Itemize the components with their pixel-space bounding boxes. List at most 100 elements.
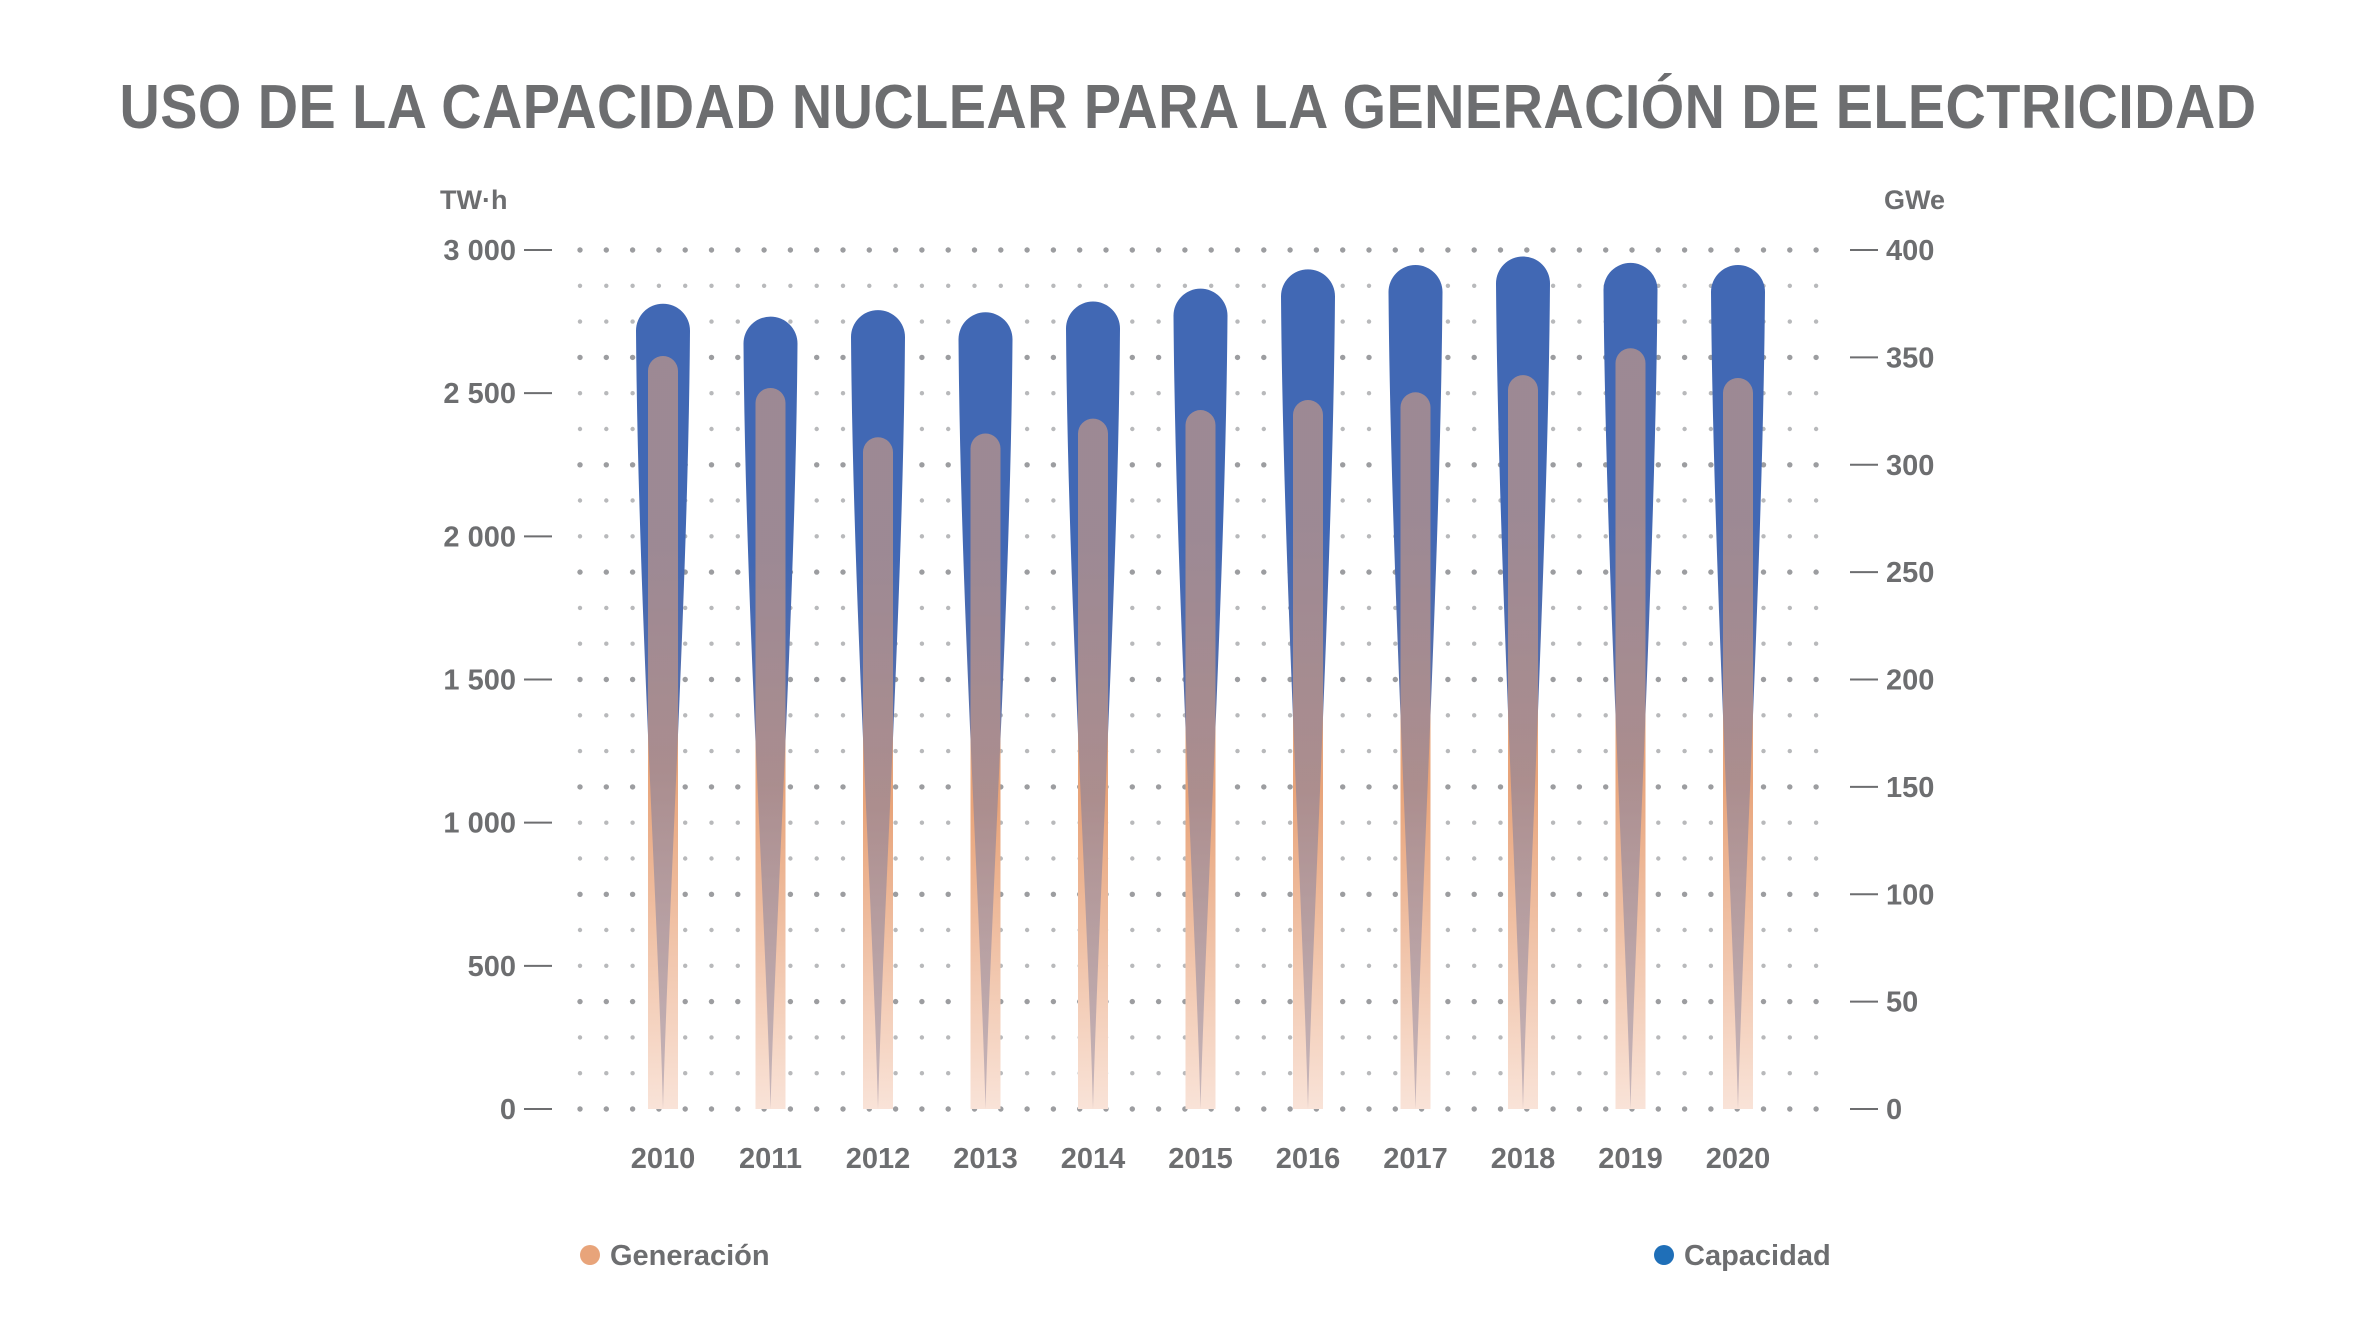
grid-dot <box>1051 641 1056 646</box>
grid-dot <box>840 426 846 432</box>
grid-dot <box>1550 319 1556 324</box>
grid-dot <box>1155 569 1162 575</box>
grid-dot <box>1050 1106 1057 1112</box>
grid-dot <box>1156 927 1161 933</box>
grid-dot <box>1130 856 1135 861</box>
grid-dot <box>1050 676 1057 683</box>
left-tick-label: 0 <box>500 1094 516 1126</box>
grid-dot <box>1366 605 1372 611</box>
grid-dot <box>1340 676 1346 683</box>
grid-dot <box>1761 963 1766 968</box>
grid-dot <box>1576 247 1583 253</box>
grid-dot <box>1787 247 1793 253</box>
grid-dot <box>1445 891 1451 897</box>
grid-dot <box>1261 534 1267 539</box>
x-tick-label: 2011 <box>739 1143 802 1175</box>
grid-dot <box>577 1035 583 1040</box>
grid-dot <box>1235 963 1240 968</box>
grid-dot <box>1576 998 1583 1005</box>
grid-dot <box>708 247 715 253</box>
grid-dot <box>1471 462 1477 468</box>
grid-dot <box>1024 713 1030 718</box>
grid-dot <box>603 676 609 683</box>
grid-dot <box>1261 784 1267 790</box>
left-tick-label: 2 000 <box>443 521 516 553</box>
year-group <box>743 316 798 1109</box>
grid-dot <box>1603 247 1609 253</box>
grid-dot <box>1340 605 1345 611</box>
grid-dot <box>1340 713 1345 718</box>
grid-dot <box>1050 784 1057 790</box>
grid-dot <box>1576 784 1583 790</box>
grid-dot <box>945 998 951 1005</box>
grid-dot <box>1340 498 1345 503</box>
grid-dot <box>919 319 925 324</box>
grid-dot <box>735 1071 740 1076</box>
grid-dot <box>1497 247 1504 253</box>
grid-dot <box>1550 462 1556 468</box>
grid-dot <box>946 426 951 432</box>
grid-dot <box>919 713 925 718</box>
grid-dot <box>603 784 609 790</box>
grid-dot <box>1261 856 1267 861</box>
grid-dot <box>735 856 740 861</box>
grid-dot <box>787 247 794 253</box>
grid-dot <box>1393 1071 1398 1076</box>
grid-dot <box>682 247 688 253</box>
grid-dot <box>814 856 819 861</box>
grid-dot <box>1498 963 1503 968</box>
grid-dot <box>1472 641 1477 646</box>
grid-dot <box>788 319 793 324</box>
grid-dot <box>840 676 846 683</box>
grid-dot <box>919 641 925 646</box>
grid-dot <box>1024 820 1030 825</box>
grid-dot <box>840 641 846 646</box>
grid-dot <box>709 927 714 933</box>
grid-dot <box>1445 856 1451 861</box>
grid-dot <box>1813 283 1819 288</box>
grid-dot <box>1471 784 1477 790</box>
grid-dot <box>919 784 925 790</box>
grid-dot <box>1155 784 1162 790</box>
grid-dot <box>1445 641 1451 646</box>
grid-dot <box>1155 247 1162 253</box>
grid-dot <box>1682 641 1687 646</box>
grid-dot <box>1392 891 1399 897</box>
grid-dot <box>1787 1106 1793 1112</box>
grid-dot <box>1340 963 1345 968</box>
grid-dot <box>1024 462 1030 468</box>
grid-dot <box>735 283 740 288</box>
grid-dot <box>1708 891 1714 897</box>
grid-dot <box>1366 713 1372 718</box>
grid-dot <box>1287 891 1293 897</box>
grid-dot <box>1682 391 1687 396</box>
grid-dot <box>1681 247 1688 253</box>
year-group <box>1281 269 1335 1109</box>
grid-dot <box>1156 1071 1161 1076</box>
grid-dot <box>972 283 977 288</box>
grid-dot <box>1760 784 1767 790</box>
grid-dot <box>1129 569 1136 575</box>
grid-dot <box>814 283 819 288</box>
grid-dot <box>892 247 899 253</box>
grid-dot <box>604 1071 609 1076</box>
grid-dot <box>788 283 793 288</box>
grid-dot <box>1576 569 1583 575</box>
grid-dot <box>1550 247 1556 253</box>
grid-dot <box>919 1071 925 1076</box>
grid-dot <box>1656 963 1661 968</box>
grid-dot <box>1708 1035 1714 1040</box>
grid-dot <box>1708 856 1714 861</box>
grid-dot <box>577 820 583 825</box>
grid-dot <box>1340 569 1346 575</box>
grid-dot <box>1051 856 1056 861</box>
grid-dot <box>1603 856 1608 861</box>
grid-dot <box>1787 534 1793 539</box>
grid-dot <box>840 963 846 968</box>
grid-dot <box>603 247 609 253</box>
grid-dot <box>1366 319 1372 324</box>
grid-dot <box>1813 676 1819 683</box>
grid-dot <box>840 713 846 718</box>
grid-dot <box>1024 283 1030 288</box>
grid-dot <box>1787 354 1793 361</box>
